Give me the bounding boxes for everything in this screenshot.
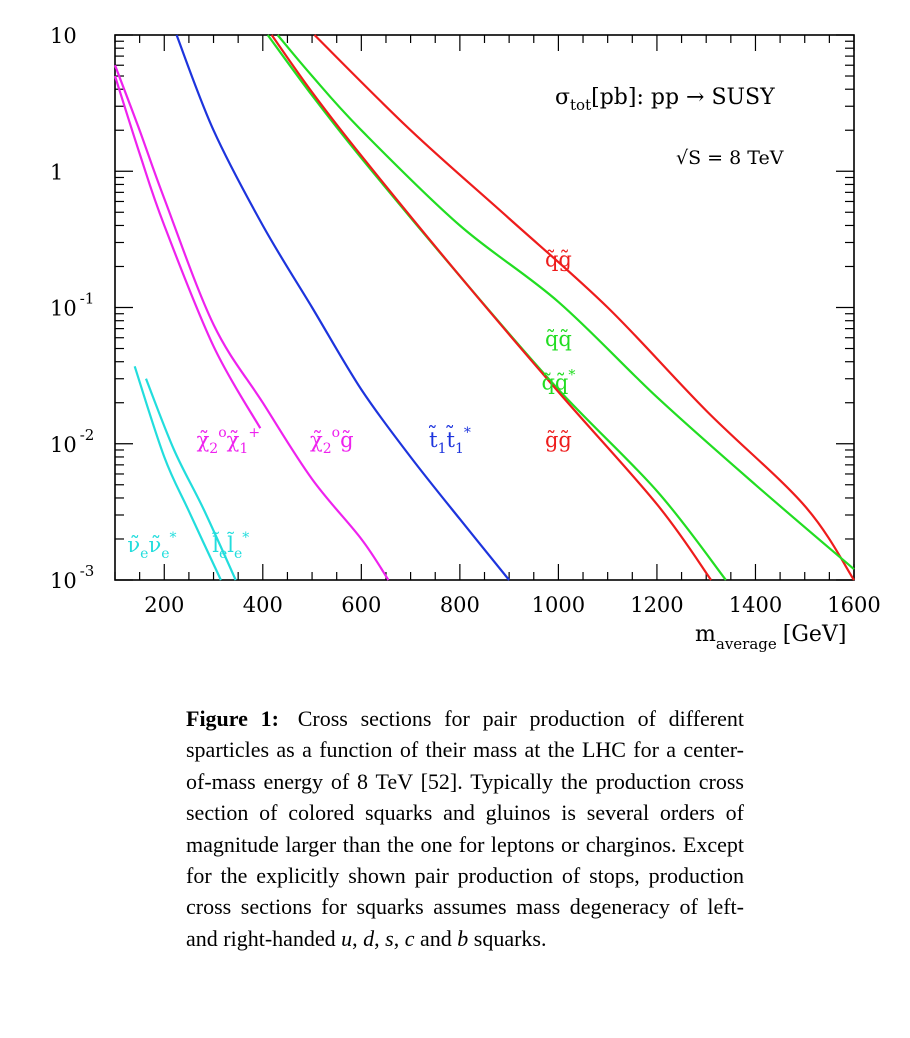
series-line-1 [276,34,855,571]
series-line-8 [144,378,237,581]
y-tick-label: 10 [50,24,77,48]
x-tick-label: 1200 [630,593,683,617]
caption-and: and [420,925,452,951]
title-rest: [pb]: pp → SUSY [591,85,775,110]
cross-section-chart: 200 400 600 800 1000 1200 1400 1600 10 1 10-1 10-2… [50,24,881,653]
x-tick-label: 1400 [729,593,782,617]
x-tick-label: 200 [144,593,184,617]
series-label-8: l̃el̃e* [212,530,249,562]
figure-caption: Figure 1: Cross sections for pair produc… [186,703,744,954]
caption-end: squarks. [473,925,547,951]
title-sigma: σ [555,85,570,110]
x-axis-label-sub: average [716,635,777,653]
series-line-5 [113,64,390,581]
series-line-0 [313,34,855,581]
series-line-4 [175,34,510,581]
caption-quark-s: s [385,925,394,951]
caption-quark-d: d [363,925,375,951]
series-label-1: q̃q̃ [545,327,572,351]
x-axis-label-unit: [GeV] [783,622,847,647]
series-label-2: q̃q̃* [541,368,575,395]
series-label-3: g̃g̃ [545,428,572,452]
x-tick-label: 600 [341,593,381,617]
series-line-3 [270,34,712,581]
caption-sep: , [393,925,400,951]
x-tick-label: 800 [440,593,480,617]
caption-text: Cross sections for pair production of di… [186,706,744,951]
x-tick-label: 1000 [532,593,585,617]
energy-label: √S = 8 TeV [676,147,784,169]
series-label-7: ν̃eν̃e* [127,530,176,562]
series-labels: q̃g̃ q̃q̃ q̃q̃* g̃g̃ t̃1t̃1* χ̃2og̃ χ̃2oχ̃1+ ν̃… [127,247,575,562]
caption-sep: , [374,925,380,951]
series-line-2 [266,34,727,581]
y-tick-label: 1 [50,160,63,184]
x-axis-label-main: m [695,622,716,647]
x-tick-label: 400 [243,593,283,617]
series-line-6 [113,75,262,429]
series-curves [113,34,855,581]
caption-label: Figure 1: [186,706,279,731]
series-line-7 [133,365,222,581]
caption-quark-b: b [457,925,469,951]
x-axis-label: maverage [GeV] [695,622,846,653]
caption-quark-u: u [341,925,353,951]
series-label-6: χ̃2oχ̃1+ [197,425,260,457]
x-tick-label: 1600 [827,593,880,617]
title-subscript: tot [570,96,591,114]
series-label-5: χ̃2og̃ [310,425,354,457]
title: σtot[pb]: pp → SUSY [555,85,775,114]
caption-sep: , [352,925,358,951]
series-label-4: t̃1t̃1* [429,425,471,457]
y-tick-label: 10 -3 [50,562,94,593]
y-tick-labels: 10 1 10-1 10-2 10-3 [50,24,94,593]
x-tick-labels: 200 400 600 800 1000 1200 1400 1600 [144,593,881,617]
caption-quark-c: c [404,925,415,951]
y-tick-label: 10 -2 [50,426,94,457]
series-label-0: q̃g̃ [545,247,572,271]
axis-ticks [114,34,855,581]
y-tick-label: 10 -1 [50,290,94,321]
plot-frame [114,34,855,581]
